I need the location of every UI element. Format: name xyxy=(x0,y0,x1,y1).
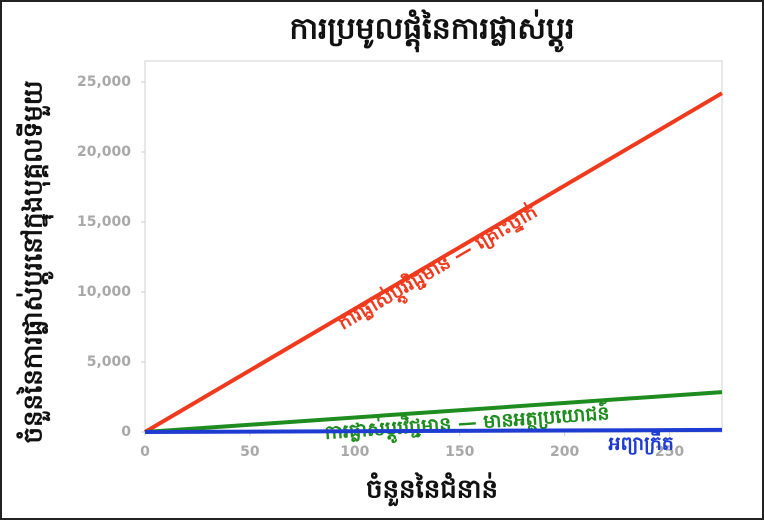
x-tick-label: 150 xyxy=(445,444,474,460)
x-tick-label: 250 xyxy=(655,444,684,460)
y-axis-label: ចំនួននៃការផ្លាស់ប្តូរនៅក្នុងបុគ្គលទីមួយ xyxy=(16,80,54,443)
chart-title: ការប្រមូលផ្តុំនៃការផ្លាស់ប្តូរ xyxy=(289,9,574,53)
x-tick-label: 0 xyxy=(140,444,150,460)
x-axis-label: ចំនួននៃជំនាន់ xyxy=(366,472,498,507)
x-tick-label: 100 xyxy=(340,444,369,460)
line xyxy=(144,427,723,434)
y-tick-label: 5,000 xyxy=(87,354,132,370)
y-tick-label: 10,000 xyxy=(77,284,131,300)
y-tick-label: 0 xyxy=(121,424,131,440)
line xyxy=(144,390,723,434)
line xyxy=(143,91,724,434)
x-tick-label: 200 xyxy=(550,444,579,460)
y-tick-label: 15,000 xyxy=(77,214,131,230)
line-annotation: អព្យាក្រឹត xyxy=(608,431,673,455)
y-tick-label: 20,000 xyxy=(77,144,131,160)
x-tick-label: 50 xyxy=(240,444,260,460)
y-tick-label: 25,000 xyxy=(77,74,131,90)
